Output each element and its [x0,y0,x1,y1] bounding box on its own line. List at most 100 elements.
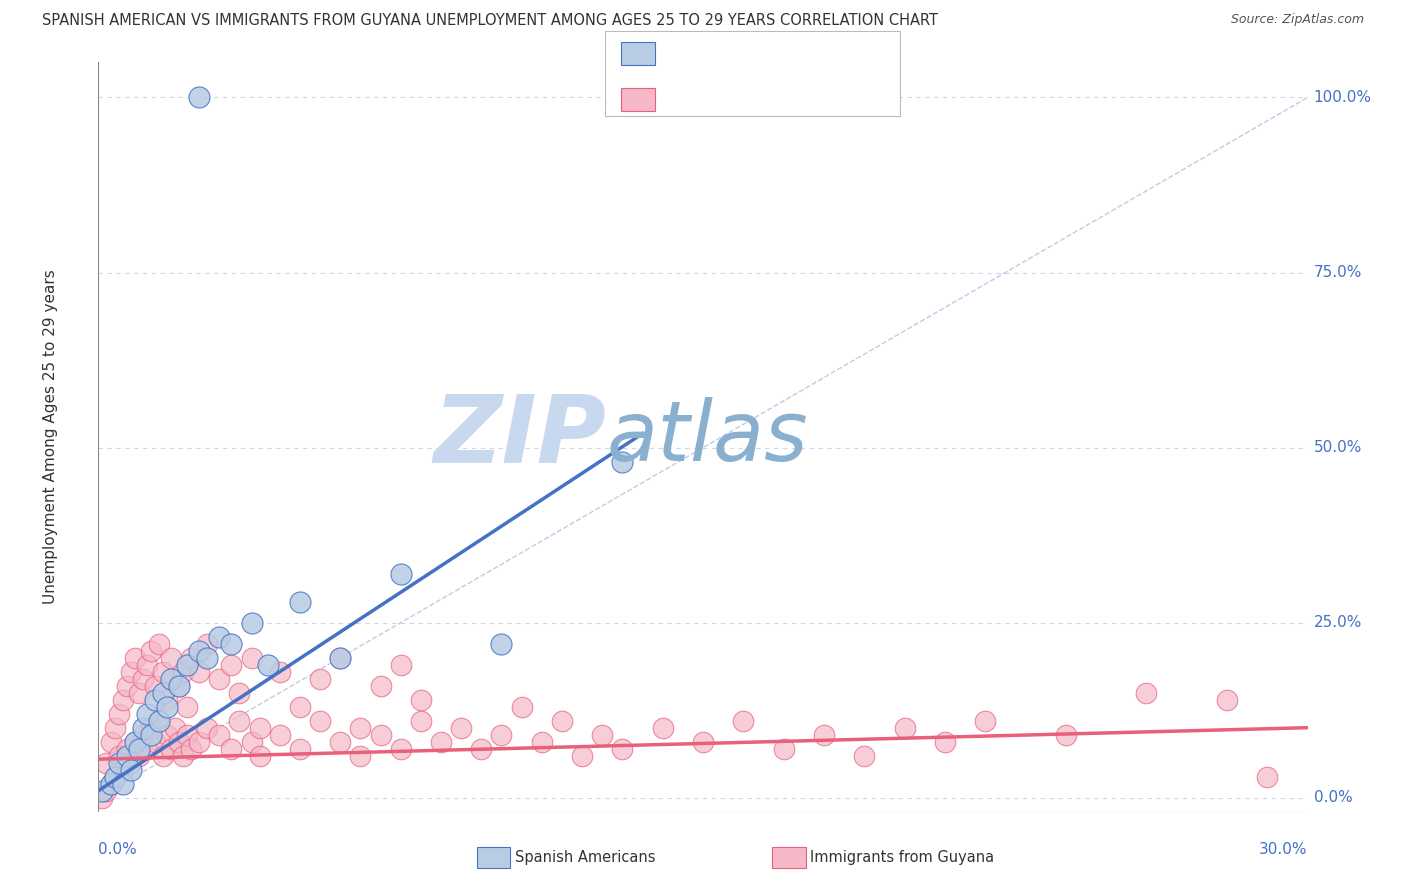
Point [813,728,835,742]
Point [256,657,278,672]
Point [249,721,271,735]
Point [240,615,263,630]
Point [152,665,174,679]
Point [370,679,392,693]
Text: 75.0%: 75.0% [1313,265,1362,280]
Point [288,594,311,608]
Point [180,741,202,756]
Point [135,657,157,672]
Point [221,657,243,672]
Point [1054,728,1077,742]
Point [288,699,311,714]
Point [120,756,142,770]
Text: Source: ZipAtlas.com: Source: ZipAtlas.com [1230,13,1364,27]
Point [208,728,231,742]
Point [772,741,794,756]
Point [188,734,211,748]
Point [195,721,218,735]
Point [103,721,125,735]
Point [1135,686,1157,700]
Point [329,734,352,748]
Point [160,741,183,756]
Point [430,734,453,748]
Text: 25.0%: 25.0% [1313,615,1362,630]
Point [139,728,162,742]
Point [208,672,231,686]
Point [139,643,162,657]
Point [692,734,714,748]
Point [91,783,114,797]
Text: R = 0.456  N = 31: R = 0.456 N = 31 [659,45,818,59]
Point [195,650,218,665]
Point [370,728,392,742]
Text: 0.0%: 0.0% [1313,790,1353,805]
Text: 100.0%: 100.0% [1313,90,1372,105]
Point [124,734,146,748]
Point [240,734,263,748]
Point [221,637,243,651]
Point [176,657,198,672]
Point [188,643,211,657]
Text: R = 0.069  N = 98: R = 0.069 N = 98 [659,90,818,104]
Point [208,630,231,644]
Point [510,699,533,714]
Point [120,763,142,777]
Point [139,721,162,735]
Point [103,770,125,784]
Point [176,699,198,714]
Point [188,90,211,104]
Point [240,650,263,665]
Text: Immigrants from Guyana: Immigrants from Guyana [810,850,994,864]
Point [450,721,472,735]
Point [156,692,179,706]
Point [100,734,122,748]
Point [309,714,332,728]
Point [120,665,142,679]
Point [269,728,291,742]
Point [156,728,179,742]
Text: ZIP: ZIP [433,391,606,483]
Point [934,734,956,748]
Point [124,650,146,665]
Point [152,686,174,700]
Point [132,721,155,735]
Point [160,672,183,686]
Point [107,748,129,763]
Point [167,679,190,693]
Point [143,734,166,748]
Point [128,748,150,763]
Point [107,706,129,721]
Point [111,777,134,791]
Point [143,679,166,693]
Point [288,741,311,756]
Point [148,714,170,728]
Point [853,748,876,763]
Point [491,637,513,651]
Point [115,748,138,763]
Point [409,714,432,728]
Point [156,699,179,714]
Point [132,672,155,686]
Point [733,714,755,728]
Text: atlas: atlas [606,397,808,477]
Point [349,721,371,735]
Point [135,741,157,756]
Point [612,454,634,468]
Point [974,714,997,728]
Point [571,748,593,763]
Point [470,741,492,756]
Point [143,692,166,706]
Point [221,741,243,756]
Point [128,741,150,756]
Point [124,734,146,748]
Point [160,650,183,665]
Point [329,650,352,665]
Point [228,714,250,728]
Text: 50.0%: 50.0% [1313,440,1362,455]
Point [96,783,118,797]
Point [167,734,190,748]
Point [91,790,114,805]
Point [172,665,194,679]
Point [132,728,155,742]
Point [148,637,170,651]
